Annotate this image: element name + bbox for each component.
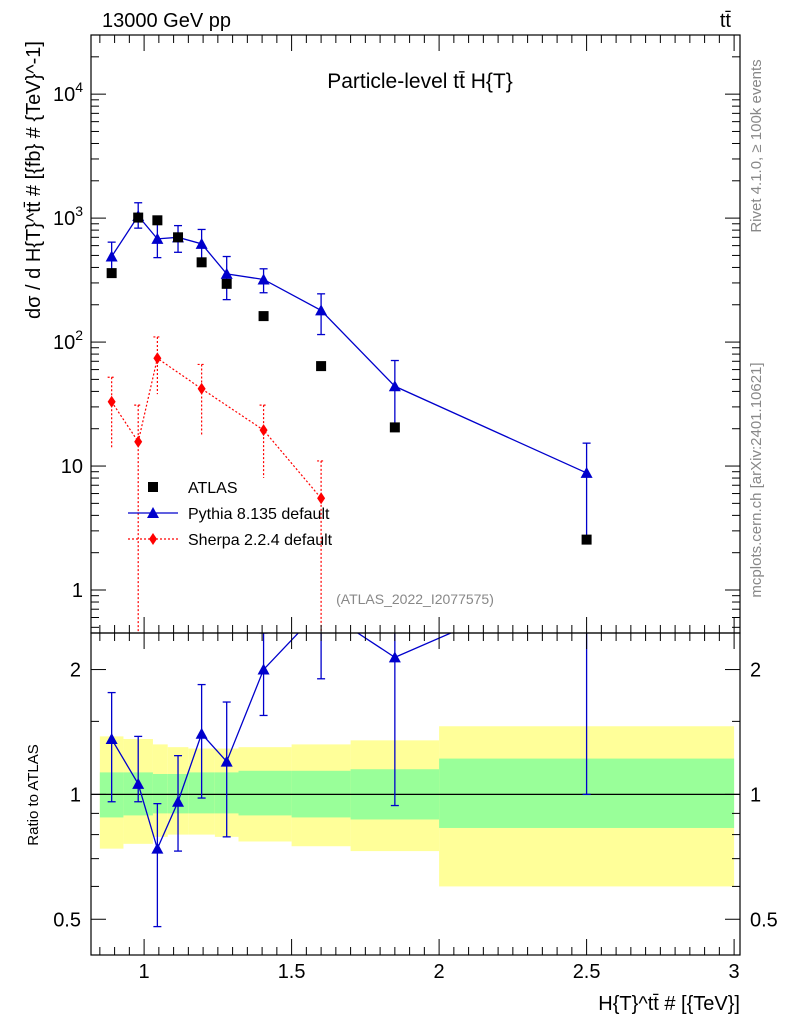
energy-label: 13000 GeV pp bbox=[102, 10, 231, 32]
y-tick-exponent: 2 bbox=[75, 327, 83, 343]
ratio-pythia-point bbox=[151, 842, 164, 854]
pythia-point bbox=[105, 250, 118, 262]
ratio-y-tick-label-right: 2 bbox=[750, 660, 761, 682]
sherpa-line bbox=[111, 357, 322, 499]
legend-atlas-marker bbox=[148, 482, 158, 492]
pythia-point bbox=[388, 380, 401, 392]
pythia-point bbox=[315, 304, 328, 316]
pythia-point bbox=[195, 237, 208, 249]
ratio-pythia-point bbox=[132, 777, 145, 789]
sherpa-point bbox=[317, 492, 326, 505]
sherpa-point bbox=[197, 382, 206, 395]
y-tick-label: 104 bbox=[53, 79, 83, 106]
ratio-stat-band bbox=[238, 770, 292, 816]
x-tick-label: 1 bbox=[139, 961, 150, 983]
y-tick-exponent: 3 bbox=[75, 203, 83, 219]
pythia-point bbox=[580, 466, 593, 478]
y-tick-label: 1 bbox=[72, 580, 83, 602]
atlas-point bbox=[221, 278, 232, 289]
atlas-point bbox=[133, 212, 144, 223]
y-tick-label: 10 bbox=[61, 456, 83, 478]
ratio-y-axis-label: Ratio to ATLAS bbox=[25, 744, 42, 845]
legend-sherpa-label: Sherpa 2.2.4 default bbox=[188, 532, 333, 549]
pythia-point bbox=[220, 267, 233, 279]
ratio-panel bbox=[91, 568, 740, 928]
chart-title: Particle-level tt̄ H{T} bbox=[327, 70, 513, 93]
y-tick-label: 102 bbox=[53, 327, 83, 354]
atlas-point bbox=[106, 268, 117, 279]
atlas-point bbox=[152, 215, 163, 226]
x-tick-label: 2 bbox=[434, 961, 445, 983]
ratio-pythia-point bbox=[257, 663, 270, 675]
mcplots-label: mcplots.cern.ch [arXiv:2401.10621] bbox=[748, 362, 765, 597]
ratio-y-tick-label-right: 1 bbox=[750, 784, 761, 806]
x-tick-label: 2.5 bbox=[573, 961, 601, 983]
analysis-id-label: (ATLAS_2022_I2077575) bbox=[336, 591, 494, 607]
legend-pythia-label: Pythia 8.135 default bbox=[188, 506, 330, 523]
sherpa-point bbox=[153, 352, 162, 365]
atlas-point bbox=[389, 422, 400, 433]
process-label: tt̄ bbox=[720, 10, 732, 32]
main-panel bbox=[105, 202, 593, 633]
pythia-point bbox=[257, 273, 270, 285]
x-tick-label: 1.5 bbox=[278, 961, 306, 983]
pythia-line bbox=[111, 214, 587, 474]
ratio-pythia-point bbox=[581, 568, 593, 579]
rivet-version-label: Rivet 4.1.0, ≥ 100k events bbox=[748, 59, 765, 232]
legend-sherpa-marker bbox=[149, 533, 157, 545]
x-axis-label: H{T}^tt̄ # [{TeV}] bbox=[598, 993, 740, 1015]
ratio-y-tick-label-left: 2 bbox=[70, 660, 81, 682]
atlas-point bbox=[173, 232, 184, 243]
pythia-point bbox=[151, 232, 164, 244]
ratio-y-tick-label-left: 0.5 bbox=[53, 909, 81, 931]
ratio-pythia-point bbox=[220, 755, 233, 767]
ratio-pythia-point bbox=[195, 727, 208, 739]
ratio-pythia-point bbox=[105, 733, 118, 745]
ratio-y-tick-label-right: 0.5 bbox=[750, 909, 778, 931]
atlas-point bbox=[581, 534, 592, 545]
sherpa-point bbox=[259, 424, 268, 437]
ratio-pythia-point bbox=[172, 795, 185, 807]
atlas-point bbox=[316, 361, 327, 372]
y-axis-label: dσ / d H{T}^tt̄ # [{fb} # {TeV}^-1] bbox=[23, 41, 45, 319]
legend-pythia-marker bbox=[147, 507, 159, 518]
ratio-stat-band bbox=[152, 773, 168, 814]
ratio-y-tick-label-left: 1 bbox=[70, 784, 81, 806]
sherpa-point bbox=[107, 395, 116, 408]
axis-ticks bbox=[91, 34, 740, 955]
ratio-pythia-point bbox=[315, 603, 327, 614]
legend-atlas-label: ATLAS bbox=[188, 480, 238, 497]
atlas-point bbox=[196, 257, 207, 268]
sherpa-point bbox=[134, 435, 143, 448]
y-tick-label: 103 bbox=[53, 203, 83, 230]
ratio-pythia-point bbox=[388, 651, 401, 663]
atlas-point bbox=[258, 311, 269, 322]
y-tick-exponent: 4 bbox=[75, 79, 83, 95]
x-tick-label: 3 bbox=[729, 961, 740, 983]
legend: ATLAS Pythia 8.135 default Sherpa 2.2.4 … bbox=[128, 480, 333, 549]
